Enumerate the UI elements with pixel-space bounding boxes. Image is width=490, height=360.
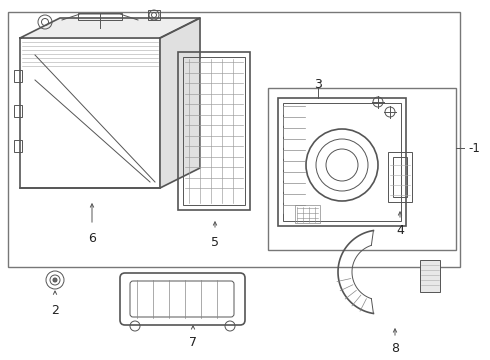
Bar: [14, 105, 22, 117]
Bar: [78, 13, 122, 20]
Bar: [14, 70, 22, 82]
Circle shape: [53, 278, 57, 282]
Bar: [278, 98, 406, 226]
Bar: [295, 205, 320, 223]
Bar: [148, 10, 160, 20]
Text: 7: 7: [189, 336, 197, 348]
Bar: [268, 88, 456, 250]
Text: 8: 8: [391, 342, 399, 355]
Text: 4: 4: [396, 224, 404, 237]
Text: 3: 3: [314, 77, 322, 90]
Bar: [20, 38, 160, 188]
Bar: [388, 152, 412, 202]
Text: 5: 5: [211, 235, 219, 248]
Bar: [178, 52, 250, 210]
Bar: [14, 140, 22, 152]
Polygon shape: [20, 18, 200, 38]
Bar: [183, 57, 245, 205]
Bar: [420, 260, 440, 292]
Polygon shape: [160, 18, 200, 188]
Bar: [8, 12, 460, 267]
Text: -1: -1: [468, 141, 480, 154]
Bar: [393, 157, 407, 197]
Text: 6: 6: [88, 231, 96, 244]
Text: 2: 2: [51, 303, 59, 316]
Bar: [283, 103, 401, 221]
